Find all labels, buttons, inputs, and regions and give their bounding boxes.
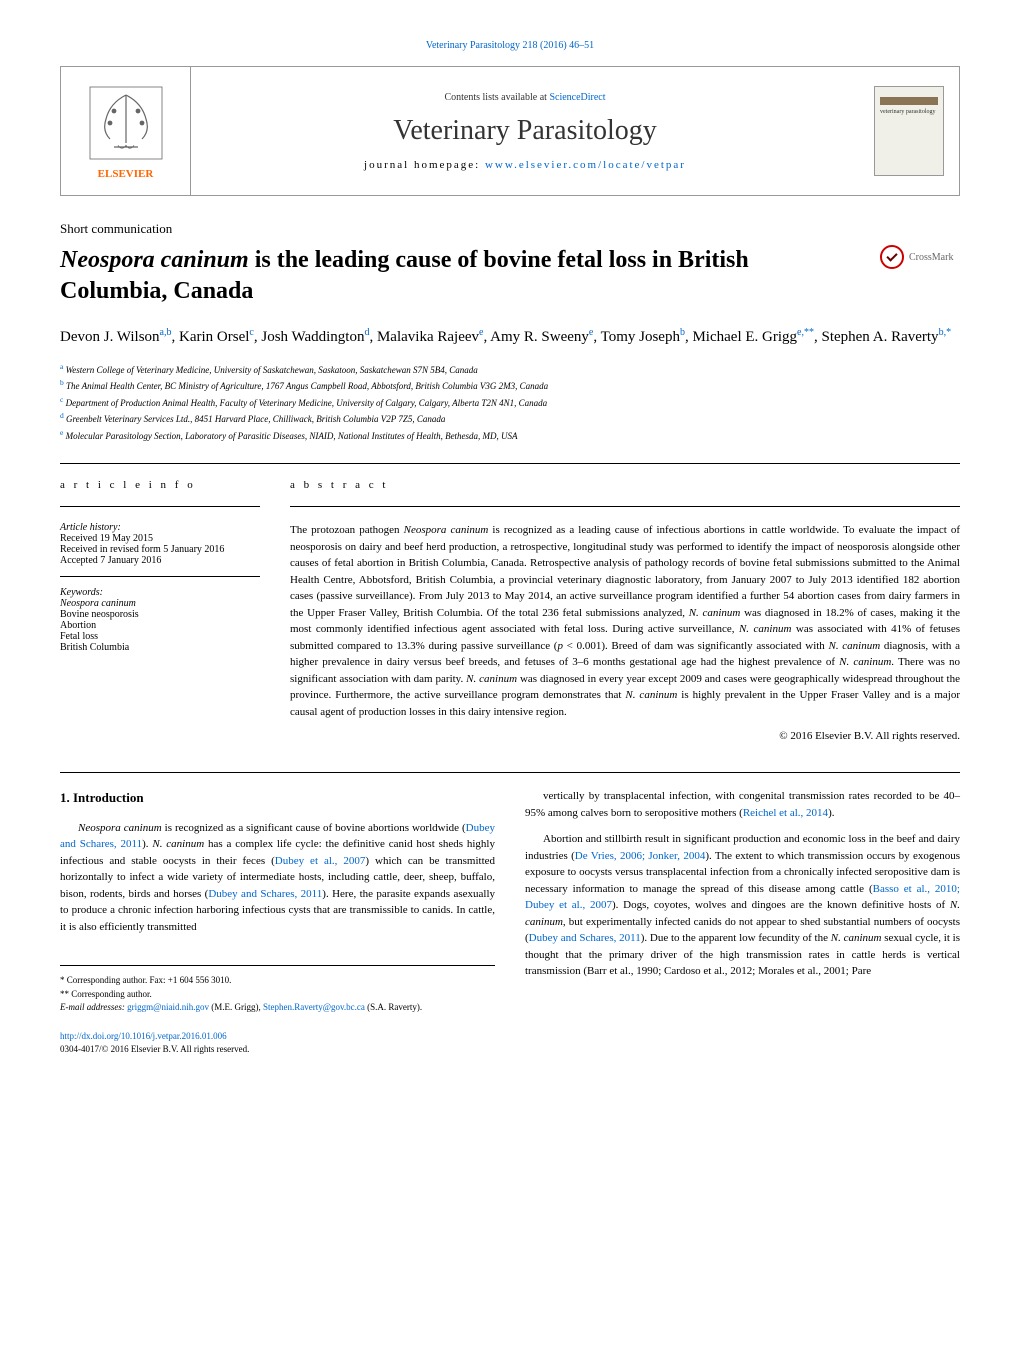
email-author-1: (M.E. Grigg), (209, 1002, 263, 1012)
cover-title-text: veterinary parasitology (880, 109, 935, 115)
cover-stripe (880, 97, 938, 105)
abstract-divider (290, 506, 960, 507)
crossmark-label: CrossMark (909, 252, 953, 263)
contents-available-text: Contents lists available at ScienceDirec… (444, 92, 605, 103)
reference-link[interactable]: Reichel et al., 2014 (743, 807, 828, 819)
reference-link[interactable]: Basso et al., 2010; Dubey et al., 2007 (525, 883, 960, 912)
page-container: Veterinary Parasitology 218 (2016) 46–51… (0, 0, 1020, 1097)
sciencedirect-link[interactable]: ScienceDirect (549, 92, 605, 103)
email-addresses: E-mail addresses: griggm@niaid.nih.gov (… (60, 1001, 495, 1015)
abstract-section: a b s t r a c t The protozoan pathogen N… (290, 479, 960, 742)
author-affil-sup: e,** (797, 327, 814, 338)
body-columns: 1. Introduction Neospora caninum is reco… (60, 788, 960, 1057)
journal-title-section: Contents lists available at ScienceDirec… (191, 67, 859, 195)
journal-title: Veterinary Parasitology (393, 115, 657, 147)
doi-footer: http://dx.doi.org/10.1016/j.vetpar.2016.… (60, 1030, 495, 1057)
email-label: E-mail addresses: (60, 1002, 127, 1012)
history-line: Received in revised form 5 January 2016 (60, 544, 260, 555)
crossmark-icon (880, 245, 904, 269)
doi-link[interactable]: http://dx.doi.org/10.1016/j.vetpar.2016.… (60, 1031, 227, 1041)
body-paragraph: Neospora caninum is recognized as a sign… (60, 820, 495, 936)
affiliation-line: c Department of Production Animal Health… (60, 394, 960, 411)
reference-link[interactable]: Dubey and Schares, 2011 (208, 888, 322, 900)
history-line: Received 19 May 2015 (60, 533, 260, 544)
author-name: Devon J. Wilson (60, 329, 160, 345)
author-affil-sup: e (589, 327, 593, 338)
keyword-line: Bovine neosporosis (60, 609, 260, 620)
homepage-link[interactable]: www.elsevier.com/locate/vetpar (485, 159, 686, 171)
author-affil-sup: e (479, 327, 483, 338)
author-affil-sup: c (249, 327, 253, 338)
author-affil-sup: d (364, 327, 369, 338)
article-info-header: a r t i c l e i n f o (60, 479, 260, 491)
keywords-block: Keywords: Neospora caninumBovine neospor… (60, 587, 260, 653)
keyword-line: Abortion (60, 620, 260, 631)
reference-link[interactable]: De Vries, 2006; Jonker, 2004 (575, 850, 706, 862)
email-link-2[interactable]: Stephen.Raverty@gov.bc.ca (263, 1002, 365, 1012)
author-affil-sup: b (680, 327, 685, 338)
body-paragraph: Abortion and stillbirth result in signif… (525, 831, 960, 980)
contents-prefix: Contents lists available at (444, 92, 549, 103)
corr-author-1: * Corresponding author. Fax: +1 604 556 … (60, 974, 495, 988)
author-affil-sup: b,* (939, 327, 952, 338)
body-divider (60, 772, 960, 773)
affiliation-line: e Molecular Parasitology Section, Labora… (60, 427, 960, 444)
email-author-2: (S.A. Raverty). (365, 1002, 422, 1012)
journal-header-box: ELSEVIER Contents lists available at Sci… (60, 66, 960, 196)
reference-link[interactable]: Dubey and Schares, 2011 (529, 932, 641, 944)
left-column: 1. Introduction Neospora caninum is reco… (60, 788, 495, 1057)
email-link-1[interactable]: griggm@niaid.nih.gov (127, 1002, 209, 1012)
author-name: Michael E. Grigg (692, 329, 797, 345)
homepage-label: journal homepage: (364, 159, 485, 171)
article-history-block: Article history: Received 19 May 2015Rec… (60, 522, 260, 577)
citation-header: Veterinary Parasitology 218 (2016) 46–51 (60, 40, 960, 51)
elsevier-tree-icon (86, 83, 166, 163)
journal-cover-section: veterinary parasitology (859, 67, 959, 195)
keyword-line: Neospora caninum (60, 598, 260, 609)
author-name: Karin Orsel (179, 329, 249, 345)
corresponding-author-notes: * Corresponding author. Fax: +1 604 556 … (60, 965, 495, 1015)
title-row: Neospora caninum is the leading cause of… (60, 245, 960, 307)
article-info-sidebar: a r t i c l e i n f o Article history: R… (60, 479, 260, 742)
affiliations-list: a Western College of Veterinary Medicine… (60, 361, 960, 444)
author-name: Josh Waddington (261, 329, 364, 345)
issn-copyright: 0304-4017/© 2016 Elsevier B.V. All right… (60, 1044, 249, 1054)
article-type-label: Short communication (60, 221, 960, 237)
right-column: vertically by transplacental infection, … (525, 788, 960, 1057)
author-name: Tomy Joseph (601, 329, 680, 345)
reference-link[interactable]: Dubey et al., 2007 (275, 855, 366, 867)
author-name: Stephen A. Raverty (821, 329, 938, 345)
keywords-label: Keywords: (60, 587, 260, 598)
history-line: Accepted 7 January 2016 (60, 555, 260, 566)
info-abstract-row: a r t i c l e i n f o Article history: R… (60, 479, 960, 742)
journal-homepage-line: journal homepage: www.elsevier.com/locat… (364, 159, 686, 171)
history-label: Article history: (60, 522, 260, 533)
title-species-italic: Neospora caninum (60, 247, 249, 273)
info-divider (60, 506, 260, 507)
introduction-heading: 1. Introduction (60, 788, 495, 808)
keyword-line: British Columbia (60, 642, 260, 653)
journal-cover-thumbnail: veterinary parasitology (874, 86, 944, 176)
publisher-name: ELSEVIER (98, 168, 154, 180)
author-name: Amy R. Sweeny (490, 329, 589, 345)
corr-author-2: ** Corresponding author. (60, 988, 495, 1002)
author-name: Malavika Rajeev (377, 329, 479, 345)
keyword-line: Fetal loss (60, 631, 260, 642)
body-paragraph: vertically by transplacental infection, … (525, 788, 960, 821)
publisher-logo-section: ELSEVIER (61, 67, 191, 195)
abstract-text: The protozoan pathogen Neospora caninum … (290, 522, 960, 720)
crossmark-badge[interactable]: CrossMark (880, 245, 960, 269)
article-title: Neospora caninum is the leading cause of… (60, 245, 860, 307)
affiliation-line: d Greenbelt Veterinary Services Ltd., 84… (60, 410, 960, 427)
divider-line (60, 463, 960, 464)
abstract-copyright: © 2016 Elsevier B.V. All rights reserved… (290, 730, 960, 742)
affiliation-line: b The Animal Health Center, BC Ministry … (60, 377, 960, 394)
affiliation-line: a Western College of Veterinary Medicine… (60, 361, 960, 378)
abstract-header: a b s t r a c t (290, 479, 960, 491)
authors-list: Devon J. Wilsona,b, Karin Orselc, Josh W… (60, 325, 960, 349)
author-affil-sup: a,b (160, 327, 172, 338)
